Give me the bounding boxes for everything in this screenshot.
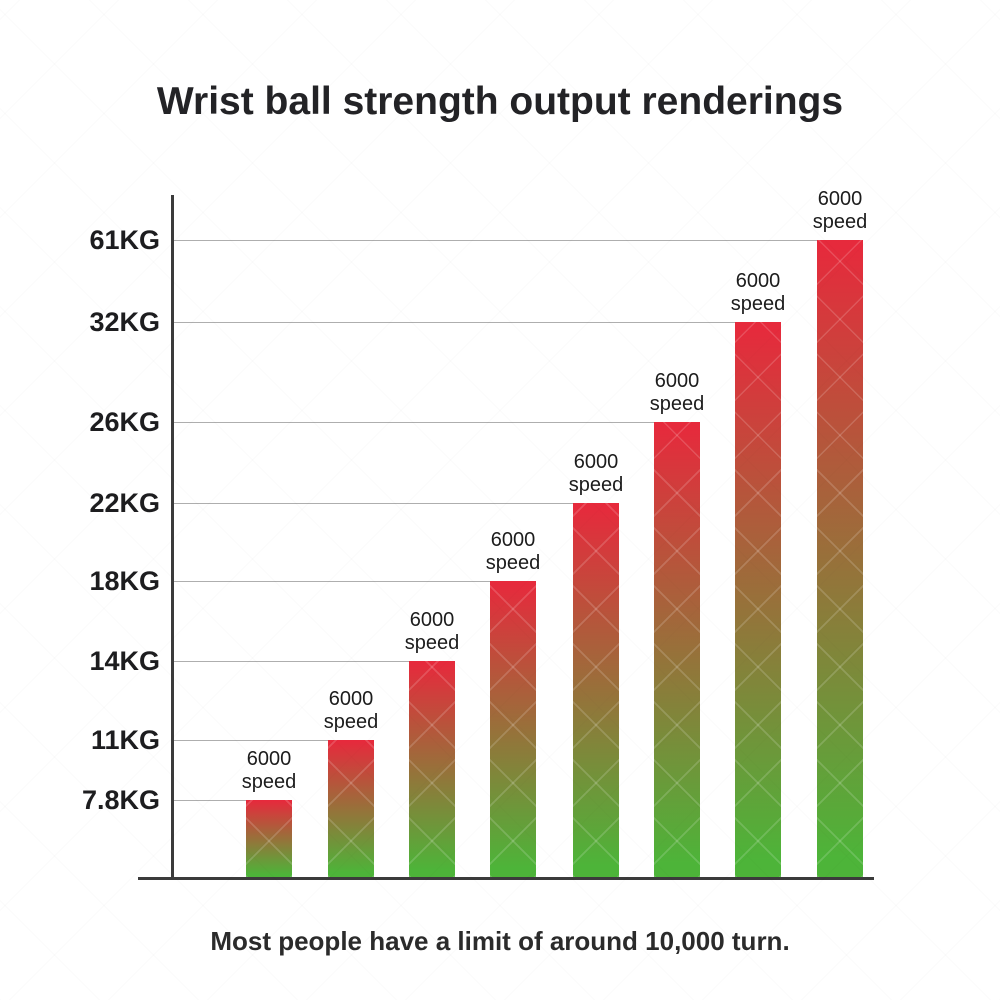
x-axis-line (138, 877, 874, 880)
bar (573, 503, 619, 877)
bar-annotation-line: 6000 (328, 688, 374, 710)
chart-caption: Most people have a limit of around 10,00… (210, 926, 790, 956)
bar-annotation-line: speed (730, 293, 786, 315)
bar-annotation: 6000 speed (536, 451, 656, 497)
bar-annotation: 6000 speed (291, 688, 411, 734)
gridline (174, 422, 654, 423)
gridline (174, 800, 246, 801)
bar-annotation: 6000 speed (698, 270, 818, 316)
bar-annotation: 6000 speed (209, 748, 329, 794)
y-tick-label: 18KG (89, 566, 160, 596)
gridline (174, 322, 735, 323)
y-tick-label: 11KG (90, 725, 160, 755)
bar-annotation-line: 6000 (654, 370, 700, 392)
gridline (174, 581, 490, 582)
bar-annotation-line: 6000 (246, 748, 292, 770)
bar (817, 240, 863, 877)
bar-annotation: 6000 speed (372, 609, 492, 655)
y-axis-line (171, 195, 174, 880)
bar (246, 800, 292, 877)
bar-annotation-line: speed (568, 474, 624, 496)
bar-annotation-line: 6000 (817, 188, 863, 210)
bar-annotation-line: speed (404, 632, 460, 654)
bar (328, 740, 374, 877)
y-tick-label: 22KG (89, 488, 160, 518)
bar-annotation-line: 6000 (735, 270, 781, 292)
bar-annotation-line: speed (485, 552, 541, 574)
bar-annotation: 6000 speed (780, 188, 900, 234)
bar (654, 422, 700, 877)
bar (735, 322, 781, 877)
y-tick-label: 26KG (89, 407, 160, 437)
bar-annotation: 6000 speed (453, 529, 573, 575)
bar-annotation-line: speed (649, 393, 705, 415)
bar-annotation-line: speed (241, 771, 297, 793)
gridline (174, 661, 409, 662)
y-tick-label: 7.8KG (81, 785, 160, 815)
bar-annotation-line: speed (323, 711, 379, 733)
bar (490, 581, 536, 877)
bar-annotation-line: 6000 (490, 529, 536, 551)
bar-annotation-line: 6000 (409, 609, 455, 631)
gridline (174, 240, 817, 241)
gridline (174, 740, 328, 741)
bar-annotation-line: speed (812, 211, 868, 233)
y-tick-label: 32KG (89, 307, 160, 337)
gridline (174, 503, 573, 504)
bar-annotation-line: 6000 (573, 451, 619, 473)
y-tick-label: 61KG (89, 225, 160, 255)
bar-annotation: 6000 speed (617, 370, 737, 416)
y-tick-label: 14KG (89, 646, 160, 676)
bar (409, 661, 455, 877)
chart-title: Wrist ball strength output renderings (156, 80, 844, 123)
